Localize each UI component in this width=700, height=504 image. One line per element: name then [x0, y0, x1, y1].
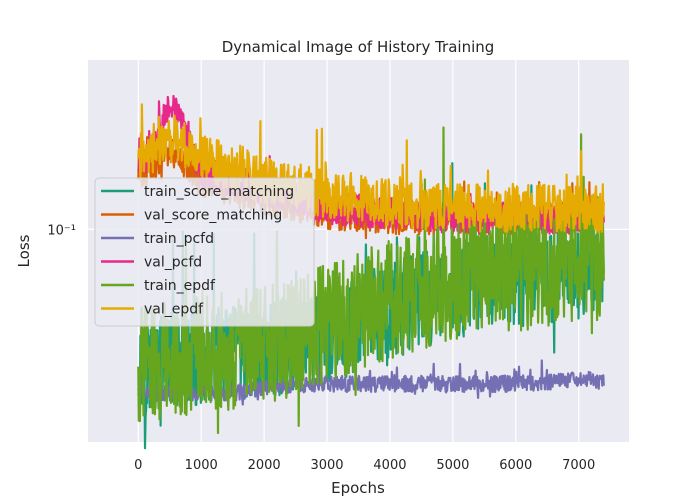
x-axis-label: Epochs: [331, 479, 385, 497]
x-tick-label: 4000: [373, 458, 406, 473]
x-tick-label: 1000: [185, 458, 218, 473]
x-tick-label: 0: [134, 458, 142, 473]
legend-label: train_epdf: [144, 278, 216, 294]
legend: train_score_matching val_score_matchingtr…: [94, 177, 315, 327]
series-line-train-epdf: [137, 126, 605, 435]
y-tick-label: 10⁻¹: [47, 223, 76, 238]
chart-title: Dynamical Image of History Training: [222, 38, 495, 56]
x-tick-label: 2000: [248, 458, 281, 473]
x-tick-label: 3000: [310, 458, 343, 473]
y-tick-labels: 10⁻¹: [47, 223, 76, 238]
legend-label: val_epdf: [144, 302, 204, 318]
x-tick-labels: 0 1000 2000 3000 4000 5000 6000 7000: [134, 458, 595, 473]
x-tick-label: 6000: [499, 458, 532, 473]
legend-box: [94, 177, 315, 327]
legend-label: train_score_matching: [144, 184, 294, 200]
x-tick-label: 7000: [562, 458, 595, 473]
y-axis-label: Loss: [15, 234, 33, 267]
legend-label: val_score_matching: [144, 208, 282, 224]
x-tick-label: 5000: [436, 458, 469, 473]
legend-label: val_pcfd: [144, 255, 202, 271]
legend-label: train_pcfd: [144, 231, 214, 247]
